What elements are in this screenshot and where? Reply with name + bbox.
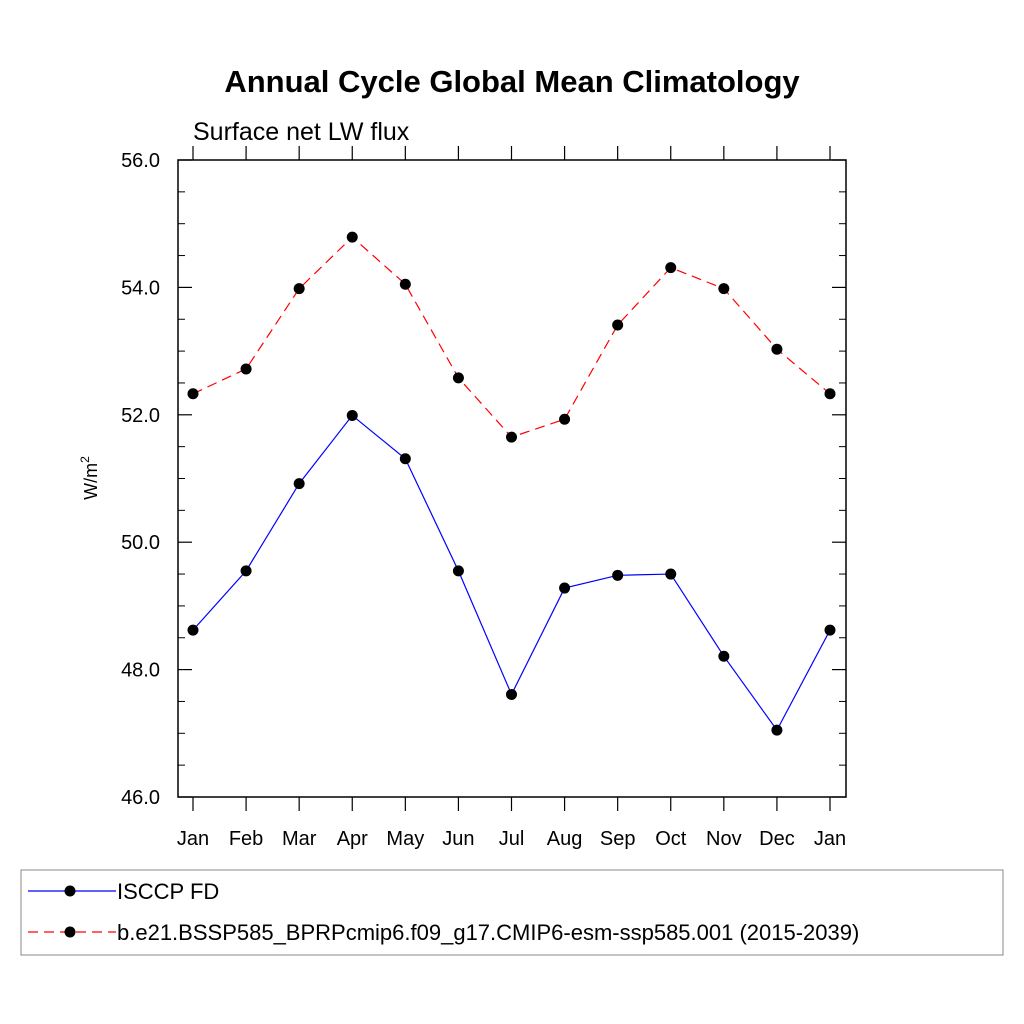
x-tick-label: Jun — [442, 828, 474, 850]
data-point-0 — [506, 688, 517, 700]
legend-box — [20, 869, 1004, 956]
data-point-0 — [346, 409, 358, 421]
data-point-1 — [559, 413, 571, 425]
data-point-1 — [612, 319, 624, 331]
legend-marker-isccp — [64, 885, 76, 897]
legend-label-model: b.e21.BSSP585_BPRPcmip6.f09_g17.CMIP6-es… — [117, 920, 859, 945]
plot-frame — [177, 159, 847, 798]
data-point-0 — [187, 624, 199, 636]
series-layer — [187, 231, 836, 736]
x-tick-labels: Jan Feb Mar Apr May Jun Jul Aug Sep Oct Nov Dec Jan — [177, 828, 846, 850]
y-tick-label: 50.0 — [121, 532, 160, 554]
series-line-1 — [192, 236, 831, 438]
data-point-0 — [399, 453, 411, 465]
chart-subtitle: Surface net LW flux — [193, 118, 410, 146]
data-point-1 — [824, 388, 836, 400]
data-point-0 — [771, 724, 783, 736]
chart-title: Annual Cycle Global Mean Climatology — [224, 64, 800, 99]
data-point-1 — [293, 283, 305, 295]
data-point-0 — [665, 568, 677, 580]
data-point-1 — [240, 363, 252, 375]
data-point-0 — [293, 478, 305, 490]
x-tick-label: May — [386, 828, 424, 850]
data-point-0 — [824, 624, 836, 636]
x-tick-label: Jul — [499, 828, 525, 850]
y-tick-label: 48.0 — [121, 660, 160, 682]
x-tick-label: Sep — [600, 828, 636, 850]
axis-ticks — [178, 146, 846, 811]
x-tick-label: Oct — [655, 828, 687, 850]
x-tick-label: Apr — [337, 828, 368, 850]
data-point-0 — [718, 650, 730, 662]
x-tick-label: Aug — [547, 828, 583, 850]
data-point-1 — [452, 372, 464, 384]
x-tick-label: Nov — [706, 828, 742, 850]
y-tick-label: 46.0 — [121, 787, 160, 809]
legend-marker-model — [64, 926, 76, 938]
y-axis-label: W/m2 — [78, 456, 101, 500]
data-point-0 — [559, 582, 571, 594]
data-point-1 — [187, 388, 199, 400]
y-tick-labels: 46.0 48.0 50.0 52.0 54.0 56.0 — [121, 150, 160, 809]
x-tick-label: Mar — [282, 828, 317, 850]
x-tick-label: Jan — [814, 828, 846, 850]
data-point-1 — [346, 231, 358, 243]
x-tick-label: Feb — [229, 828, 263, 850]
data-point-1 — [771, 343, 783, 355]
legend-label-isccp: ISCCP FD — [117, 879, 219, 904]
legend: ISCCP FD b.e21.BSSP585_BPRPcmip6.f09_g17… — [20, 869, 1004, 956]
x-tick-label: Dec — [759, 828, 795, 850]
data-point-0 — [612, 569, 624, 581]
data-point-0 — [452, 565, 464, 577]
data-point-1 — [718, 283, 730, 295]
series-line-0 — [192, 414, 831, 732]
y-tick-label: 56.0 — [121, 150, 160, 172]
data-point-1 — [665, 262, 677, 274]
data-point-1 — [506, 431, 517, 443]
y-tick-label: 52.0 — [121, 405, 160, 427]
data-point-1 — [399, 278, 411, 290]
plot-area — [177, 159, 847, 798]
x-tick-label: Jan — [177, 828, 209, 850]
data-point-0 — [240, 565, 252, 577]
y-tick-label: 54.0 — [121, 277, 160, 299]
